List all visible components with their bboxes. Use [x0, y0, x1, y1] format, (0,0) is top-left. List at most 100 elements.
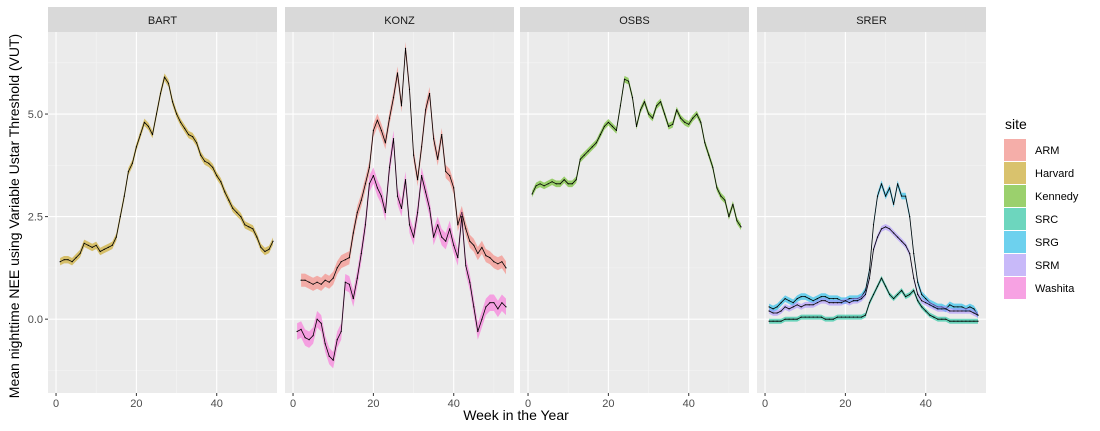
data-point: [477, 330, 479, 333]
data-point: [356, 211, 358, 214]
data-point: [808, 298, 810, 300]
data-point: [445, 240, 447, 242]
data-point: [885, 195, 887, 197]
data-point: [860, 316, 863, 318]
data-point: [595, 142, 597, 144]
data-point: [969, 320, 971, 322]
data-point: [780, 302, 782, 304]
data-point: [320, 283, 322, 285]
data-point: [913, 289, 915, 291]
legend-label: SRG: [1035, 237, 1059, 249]
data-point: [736, 220, 738, 222]
data-point: [905, 296, 907, 298]
data-point: [772, 312, 774, 314]
data-point: [220, 181, 222, 183]
facet-panel-osbs: OSBS 0 20 40: [520, 7, 749, 410]
data-point: [344, 281, 346, 283]
legend-key: [1004, 162, 1026, 184]
data-point: [820, 316, 822, 318]
data-point: [868, 302, 871, 304]
data-point: [453, 244, 455, 246]
data-point: [433, 138, 435, 140]
data-point: [965, 320, 967, 322]
data-point: [824, 300, 826, 302]
data-point: [501, 302, 503, 304]
data-point: [352, 232, 354, 234]
data-point: [196, 142, 198, 144]
data-point: [485, 306, 487, 308]
data-point: [885, 226, 887, 228]
data-point: [913, 252, 915, 255]
data-point: [872, 224, 875, 226]
legend-key: [1004, 254, 1026, 276]
data-point: [848, 302, 851, 304]
data-point: [816, 316, 818, 318]
data-point: [872, 293, 875, 296]
data-point: [921, 306, 923, 308]
data-point: [832, 318, 834, 320]
data-point: [953, 310, 955, 312]
data-point: [344, 259, 346, 261]
x-tick-label: 40: [448, 398, 460, 410]
data-point: [804, 296, 806, 298]
data-point: [465, 265, 467, 267]
y-axis-title: Mean nighttime NEE using Variable Ustar …: [6, 34, 22, 398]
data-point: [312, 283, 314, 285]
data-point: [489, 257, 491, 259]
data-point: [937, 308, 939, 310]
data-point: [348, 257, 350, 259]
data-point: [599, 134, 602, 136]
x-axis-title: Week in the Year: [463, 407, 569, 423]
data-point: [200, 154, 202, 156]
data-point: [489, 302, 491, 304]
data-point: [384, 211, 386, 214]
facet-strip: [48, 7, 277, 32]
data-point: [816, 302, 818, 304]
data-point: [437, 158, 439, 160]
data-point: [937, 318, 939, 320]
data-point: [704, 142, 706, 144]
data-point: [876, 236, 879, 238]
data-point: [477, 252, 479, 255]
data-point: [925, 302, 927, 304]
data-point: [917, 281, 919, 283]
legend-key: [1004, 208, 1026, 230]
data-point: [340, 330, 342, 333]
data-point: [497, 308, 499, 310]
data-point: [159, 92, 162, 95]
y-tick-label: 0.0: [28, 314, 43, 326]
data-point: [449, 228, 451, 230]
series-line: [301, 48, 507, 285]
data-point: [368, 183, 370, 185]
data-point: [973, 308, 975, 310]
data-point: [768, 310, 770, 312]
data-point: [909, 252, 911, 255]
data-point: [812, 316, 814, 318]
data-point: [493, 261, 495, 263]
data-point: [909, 216, 911, 218]
data-point: [392, 138, 395, 140]
data-point: [224, 191, 226, 193]
data-point: [872, 248, 875, 250]
data-point: [893, 298, 895, 300]
data-point: [71, 261, 73, 263]
data-point: [889, 228, 891, 230]
data-point: [901, 289, 903, 291]
data-point: [969, 310, 971, 312]
data-point: [860, 298, 863, 300]
data-point: [929, 314, 931, 316]
data-point: [364, 224, 366, 226]
legend-label: Harvard: [1035, 168, 1074, 180]
data-point: [236, 211, 238, 214]
data-point: [852, 316, 855, 318]
data-point: [808, 304, 810, 306]
legend-item-arm: ARM: [1004, 139, 1059, 161]
data-point: [400, 207, 403, 209]
data-point: [388, 117, 391, 119]
data-point: [921, 300, 923, 302]
panel-background: [757, 32, 986, 393]
data-point: [59, 261, 61, 263]
data-point: [481, 318, 483, 320]
data-point: [796, 298, 798, 300]
data-point: [856, 300, 859, 302]
